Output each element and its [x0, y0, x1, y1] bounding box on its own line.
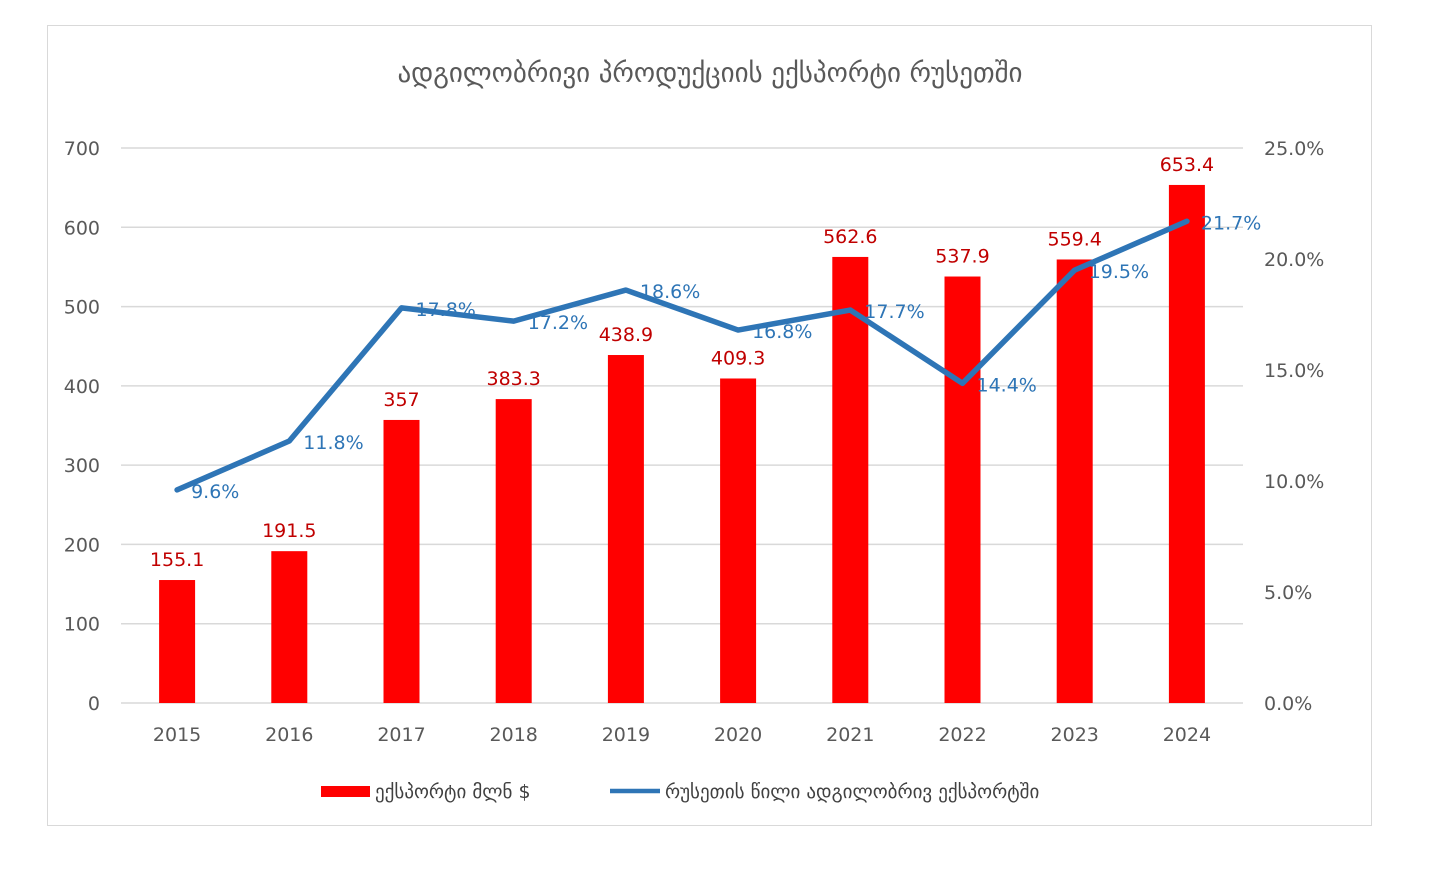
line-data-label: 9.6%	[191, 481, 239, 503]
line-point	[1072, 267, 1078, 273]
bar-data-label: 653.4	[1160, 154, 1214, 176]
line-data-label: 19.5%	[1089, 261, 1149, 283]
line-data-label: 11.8%	[303, 432, 363, 454]
bar-data-label: 357	[383, 389, 419, 411]
right-axis-tick-label: 5.0%	[1264, 582, 1312, 604]
bar	[383, 419, 420, 703]
left-axis-tick-label: 200	[64, 534, 100, 556]
x-axis-tick-label: 2024	[1163, 724, 1211, 746]
x-axis-tick-label: 2015	[153, 724, 201, 746]
line-point	[511, 318, 517, 324]
line-data-label: 16.8%	[752, 321, 812, 343]
line-data-label: 18.6%	[640, 281, 700, 303]
x-axis-tick-label: 2019	[602, 724, 650, 746]
bar-data-label: 438.9	[599, 324, 653, 346]
x-axis-tick-label: 2018	[490, 724, 538, 746]
left-axis-tick-label: 400	[64, 376, 100, 398]
bar	[1168, 184, 1205, 703]
data-labels: 155.1 191.5 357 383.3 438.9 409.3 562.6 537.9 55…	[150, 154, 1261, 571]
bar	[1056, 259, 1093, 703]
left-axis-tick-label: 700	[64, 138, 100, 160]
left-axis: 0 100 200 300 400 500 600 700	[64, 138, 100, 715]
bar-data-label: 191.5	[262, 520, 316, 542]
line-data-label: 21.7%	[1201, 212, 1261, 234]
x-axis: 2015 2016 2017 2018 2019 2020 2021 2022 2023 2024	[153, 724, 1211, 746]
left-axis-tick-label: 100	[64, 614, 100, 636]
bar	[271, 551, 308, 703]
right-axis-tick-label: 10.0%	[1264, 471, 1324, 493]
bar	[720, 378, 757, 703]
line-point	[1184, 218, 1190, 224]
line-point	[623, 287, 629, 293]
line-data-label: 17.2%	[528, 312, 588, 334]
left-axis-tick-label: 300	[64, 455, 100, 477]
bar-data-label: 383.3	[486, 368, 540, 390]
chart-title: ადგილობრივი პროდუქციის ექსპორტი რუსეთში	[397, 58, 1022, 89]
right-axis-tick-label: 20.0%	[1264, 249, 1324, 271]
legend-bar-swatch	[321, 786, 370, 797]
line-point	[286, 438, 292, 444]
right-axis: 0.0% 5.0% 10.0% 15.0% 20.0% 25.0%	[1264, 138, 1324, 715]
line-point	[735, 327, 741, 333]
legend-bar-label: ექსპორტი მლნ $	[375, 781, 531, 803]
bar-series	[159, 184, 1205, 703]
bar	[159, 580, 196, 703]
x-axis-tick-label: 2017	[377, 724, 425, 746]
line-point	[960, 380, 965, 386]
grid-lines	[121, 147, 1243, 704]
line-data-label: 17.7%	[864, 301, 924, 323]
left-axis-tick-label: 0	[88, 693, 100, 715]
line-point	[174, 487, 180, 493]
bar-data-label: 559.4	[1047, 228, 1101, 250]
right-axis-tick-label: 25.0%	[1264, 138, 1324, 160]
x-axis-tick-label: 2016	[265, 724, 313, 746]
x-axis-tick-label: 2023	[1051, 724, 1099, 746]
line-series	[174, 218, 1190, 493]
x-axis-tick-label: 2022	[938, 724, 986, 746]
bar-data-label: 155.1	[150, 549, 204, 571]
chart-frame: ადგილობრივი პროდუქციის ექსპორტი რუსეთში …	[47, 25, 1372, 826]
chart-canvas: ადგილობრივი პროდუქციის ექსპორტი რუსეთში …	[64, 58, 1325, 803]
legend-line-label: რუსეთის წილი ადგილობრივ ექსპორტში	[665, 781, 1039, 803]
bar-data-label: 562.6	[823, 226, 877, 248]
line-point	[847, 307, 853, 313]
x-axis-tick-label: 2020	[714, 724, 762, 746]
line-point	[399, 305, 404, 311]
legend: ექსპორტი მლნ $ რუსეთის წილი ადგილობრივ ე…	[321, 781, 1039, 803]
right-axis-tick-label: 15.0%	[1264, 360, 1324, 382]
bar	[495, 399, 532, 703]
right-axis-tick-label: 0.0%	[1264, 693, 1312, 715]
x-axis-tick-label: 2021	[826, 724, 874, 746]
line-data-label: 14.4%	[977, 374, 1037, 396]
bar	[944, 276, 981, 703]
bar-data-label: 409.3	[711, 347, 765, 369]
bar	[832, 256, 869, 703]
left-axis-tick-label: 600	[64, 217, 100, 239]
bar-data-label: 537.9	[935, 246, 989, 268]
line-path	[174, 218, 1190, 493]
line-data-label: 17.8%	[416, 299, 476, 321]
bar	[607, 355, 644, 703]
left-axis-tick-label: 500	[64, 297, 100, 319]
